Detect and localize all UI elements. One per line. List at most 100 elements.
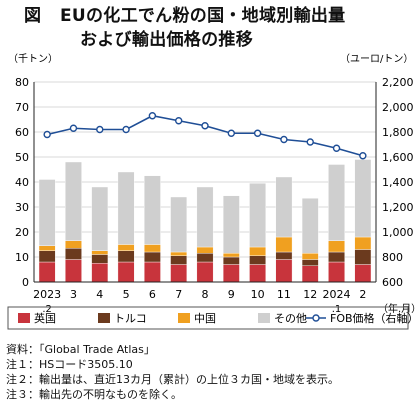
price-line-path [46,114,364,157]
x-tick-label: 2 [359,288,366,301]
legend-swatch [178,313,190,323]
bar-segment [38,245,56,251]
bar-segment [144,261,161,283]
x-tick-label: 12 [303,288,317,301]
bar-segment [275,251,293,260]
bar-segment [328,240,345,253]
bar-segment [222,195,240,254]
bar-segment [65,240,82,249]
bar-segment [249,246,266,256]
y-left-tick-label: 70 [15,101,29,114]
title-line-2: および輸出価格の推移 [80,30,253,50]
y-left-tick-label: 20 [15,226,29,239]
x-tick-label: 10 [251,288,265,301]
price-point [122,125,130,134]
bar-segment [117,261,135,283]
bar-segment [65,161,82,241]
legend-label: その他 [274,312,307,325]
y-right-tick-label: 600 [382,276,403,289]
price-point [174,117,183,125]
y-right-tick-label: 2,000 [382,101,414,114]
y-left-tick-label: 10 [15,251,29,264]
bar-segment [117,250,135,263]
bar-segment [144,175,161,245]
bar-segment [196,253,214,263]
x-tick-label: 9 [228,288,235,301]
price-point [306,138,314,146]
legend-swatch [258,313,270,323]
x-tick-label: 11 [277,288,291,301]
bar-segment [91,254,109,264]
x-tick-label: 2024 [323,288,351,301]
bar-segment [196,246,214,254]
y-left-tick-label: 30 [15,201,29,214]
x-tick-label-sub: .1 [332,304,342,315]
bar-segment [170,255,188,265]
bar-segment [354,236,372,250]
legend-box [7,306,409,330]
legend: 英国 トルコ 中国 その他 FOB価格（右軸） [7,306,419,330]
bar-segment [328,164,345,241]
bar-segment [170,196,188,253]
y-right-tick-label: 800 [382,251,403,264]
price-point [227,129,236,137]
bar-segment [196,261,214,283]
bar-segment [249,183,266,248]
price-line [43,112,367,160]
y-right-tick-label: 1,200 [382,201,414,214]
price-point [69,124,78,132]
bar-segment [328,261,345,283]
x-axis-unit: （年.月） [378,302,420,315]
bar-segment [301,265,319,283]
bar-segment [275,236,293,253]
x-tick-label: 8 [202,288,209,301]
y-right-tick-label: 1,800 [382,126,414,139]
x-tick-label-sub: .2 [42,304,52,315]
bar-segment [275,176,293,238]
y-left-unit: （千トン） [8,53,58,65]
bars [38,159,372,283]
bar-segment [170,251,188,256]
bar-segment [91,250,109,255]
y-left-tick-label: 40 [15,176,29,189]
y-left-tick-label: 50 [15,151,29,164]
x-tick-label: 5 [123,288,130,301]
bar-segment [170,264,188,283]
y-right-tick-label: 1,400 [382,176,414,189]
y-right-tick-label: 1,600 [382,151,414,164]
bar-segment [249,255,266,265]
bar-segment [354,249,372,265]
bar-segment [354,264,372,283]
chart-svg: （千トン） （ユーロ/トン） 0 10 20 30 40 50 60 70 80 600 800 1,… [7,53,420,330]
price-point [96,125,104,134]
title-line-1: EUの化工でん粉の国・地域別輸出量 [59,6,346,26]
x-tick-label: 7 [175,288,182,301]
bar-segment [38,179,56,246]
price-point [148,112,157,120]
legend-label: 中国 [194,312,216,325]
bar-segment [117,171,135,245]
bar-segment [144,251,161,263]
price-point [43,130,51,139]
bar-segment [301,198,319,254]
legend-label: FOB価格（右軸） [330,311,419,325]
price-point [332,144,341,152]
notes: 資料：「Global Trade Atlas」 注１：HSコード3505.10 … [6,342,339,402]
note-1: 注１：HSコード3505.10 [6,358,133,371]
legend-label: 英国 [34,311,56,325]
y-left-tick-label: 0 [22,276,29,289]
bar-segment [91,186,109,251]
x-tick-label: 4 [96,288,103,301]
y-right-tick-label: 1,000 [382,226,414,239]
note-3: 注３：輸出先の不明なものを除く。 [6,388,182,401]
bar-segment [65,259,82,283]
bar-segment [301,253,319,260]
bar-segment [275,259,293,283]
bar-segment [222,256,240,265]
bar-segment [354,159,372,238]
bar-segment [301,259,319,266]
price-point [280,135,288,144]
y-right-unit: （ユーロ/トン） [340,53,413,65]
legend-swatch [98,313,110,323]
x-tick-label: 6 [149,288,156,301]
